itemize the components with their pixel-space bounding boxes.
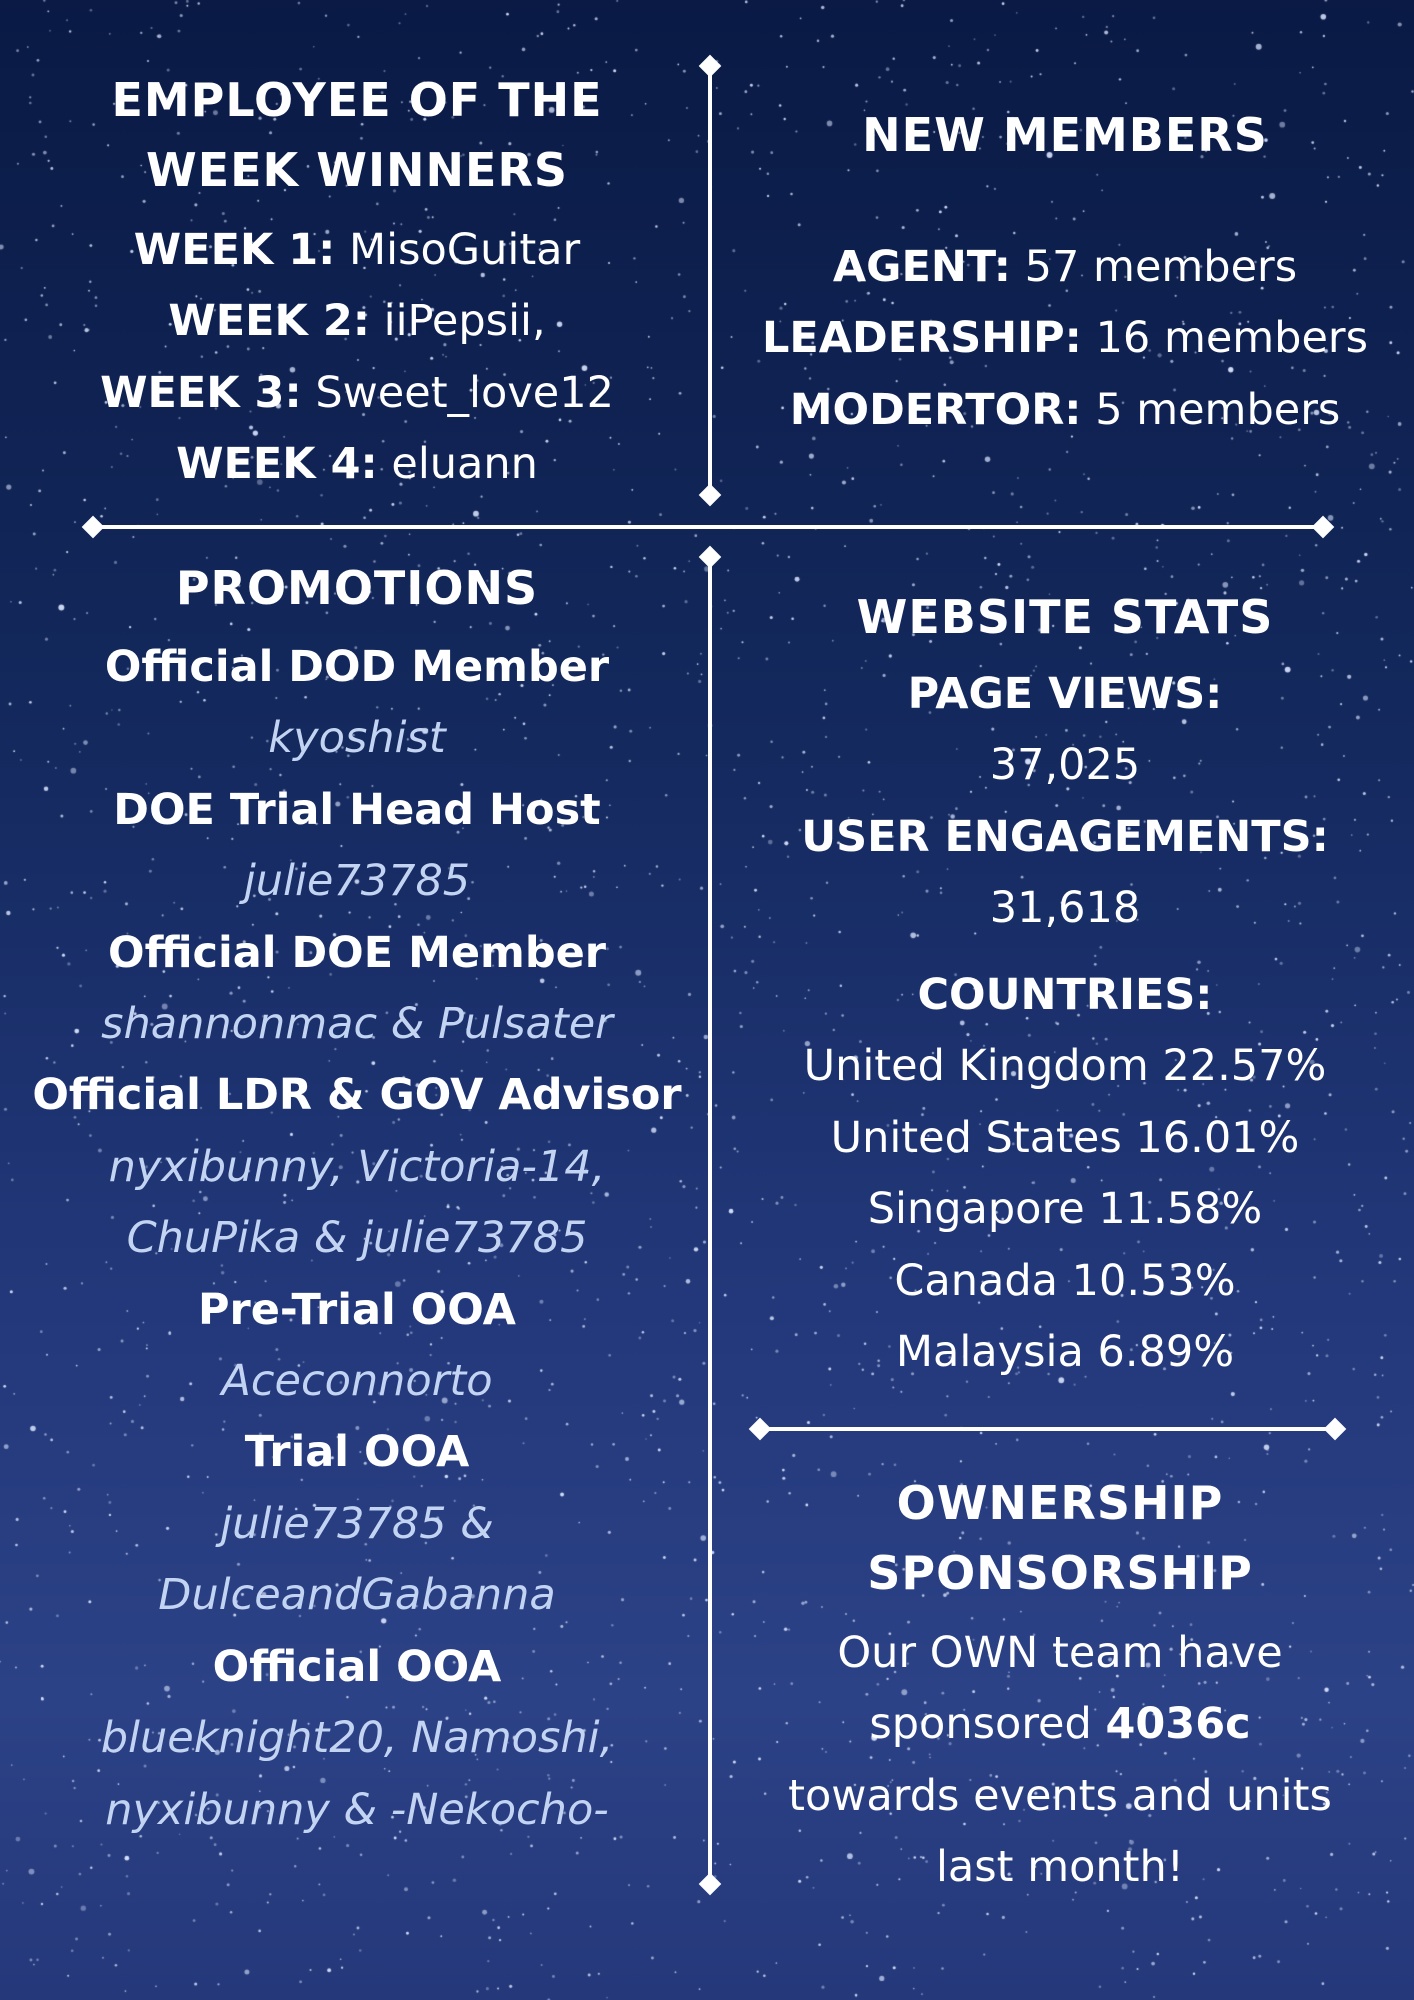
section-title: SPONSORSHIP bbox=[867, 1546, 1253, 1600]
horizontal-divider-right bbox=[760, 1427, 1335, 1431]
website-stats-metrics: PAGE VIEWS: 37,025 USER ENGAGEMENTS: 31,… bbox=[720, 659, 1410, 945]
new-members-list: AGENT: 57 members LEADERSHIP: 16 members… bbox=[720, 232, 1410, 446]
countries-list: COUNTRIES: United Kingdom 22.57% United … bbox=[720, 960, 1410, 1388]
member-row: LEADERSHIP: 16 members bbox=[720, 303, 1410, 374]
country-row: United Kingdom 22.57% bbox=[803, 1041, 1327, 1092]
promotion-names: julie73785 bbox=[243, 856, 471, 907]
new-members-section: NEW MEMBERS bbox=[720, 100, 1410, 170]
week-row: WEEK 1: MisoGuitar bbox=[0, 215, 714, 286]
employee-of-week-section: EMPLOYEE OF THE WEEK WINNERS bbox=[0, 65, 714, 205]
vertical-divider-bottom bbox=[708, 557, 712, 1884]
section-title: WEBSITE STATS bbox=[856, 590, 1274, 644]
promotion-role: Pre-Trial OOA bbox=[198, 1284, 516, 1335]
section-title: PROMOTIONS bbox=[175, 561, 539, 615]
member-count: 57 members bbox=[1024, 242, 1298, 292]
weekly-winners-list: WEEK 1: MisoGuitar WEEK 2: iiPepsii, WEE… bbox=[0, 215, 714, 501]
ownership-line: towards events and units bbox=[788, 1770, 1332, 1821]
promotions-list: Official DOD Member kyoshist DOE Trial H… bbox=[0, 632, 714, 1846]
winner-name: iiPepsii, bbox=[383, 296, 546, 347]
member-row: MODERTOR: 5 members bbox=[720, 375, 1410, 446]
section-title: EMPLOYEE OF THE bbox=[111, 73, 603, 127]
promotion-names: julie73785 & bbox=[220, 1498, 494, 1549]
sponsorship-amount: 4036c bbox=[1105, 1699, 1251, 1750]
promotion-role: Trial OOA bbox=[244, 1427, 470, 1478]
engagements-value: 31,618 bbox=[989, 883, 1141, 934]
country-row: Canada 10.53% bbox=[894, 1255, 1236, 1306]
promotion-names: DulceandGabanna bbox=[158, 1570, 556, 1621]
section-title: WEEK WINNERS bbox=[145, 143, 569, 197]
member-label: LEADERSHIP: bbox=[761, 313, 1082, 364]
promotion-role: Official LDR & GOV Advisor bbox=[32, 1070, 682, 1121]
promotion-names: blueknight20, Namoshi, bbox=[100, 1713, 614, 1764]
member-count: 16 members bbox=[1095, 313, 1369, 364]
ownership-line: sponsored 4036c bbox=[720, 1689, 1400, 1760]
winner-name: MisoGuitar bbox=[349, 225, 581, 275]
promotion-names: shannonmac & Pulsater bbox=[101, 999, 613, 1050]
promotion-names: Aceconnorto bbox=[221, 1356, 493, 1407]
week-label: WEEK 3: bbox=[100, 367, 302, 418]
section-title: NEW MEMBERS bbox=[862, 108, 1268, 162]
week-row: WEEK 3: Sweet_love12 bbox=[0, 358, 714, 429]
winner-name: eluann bbox=[391, 439, 538, 490]
member-count: 5 members bbox=[1095, 384, 1341, 435]
member-label: MODERTOR: bbox=[789, 384, 1082, 435]
countries-label: COUNTRIES: bbox=[917, 970, 1213, 1020]
promotion-role: DOE Trial Head Host bbox=[113, 784, 601, 835]
promotion-role: Official DOE Member bbox=[108, 927, 606, 978]
page-views-label: PAGE VIEWS: bbox=[907, 669, 1223, 719]
winner-name: Sweet_love12 bbox=[315, 367, 614, 418]
ownership-text: Our OWN team have sponsored 4036c toward… bbox=[720, 1618, 1400, 1904]
promotion-names: nyxibunny, Victoria-14, bbox=[108, 1141, 606, 1192]
promotion-names: nyxibunny & -Nekocho- bbox=[105, 1784, 609, 1835]
ownership-text-prefix: sponsored bbox=[869, 1699, 1106, 1750]
member-row: AGENT: 57 members bbox=[720, 232, 1410, 303]
promotions-section: PROMOTIONS bbox=[0, 553, 714, 623]
horizontal-divider-main bbox=[93, 525, 1323, 529]
week-label: WEEK 1: bbox=[133, 225, 336, 275]
promotion-names: ChuPika & julie73785 bbox=[126, 1213, 588, 1264]
ownership-line: last month! bbox=[935, 1842, 1185, 1893]
engagements-label: USER ENGAGEMENTS: bbox=[801, 811, 1329, 862]
promotion-role: Official DOD Member bbox=[104, 642, 610, 692]
promotion-names: kyoshist bbox=[268, 713, 446, 764]
week-label: WEEK 4: bbox=[176, 439, 378, 490]
ownership-section: OWNERSHIP SPONSORSHIP bbox=[720, 1468, 1400, 1608]
week-row: WEEK 4: eluann bbox=[0, 429, 714, 500]
ownership-line: Our OWN team have bbox=[837, 1628, 1283, 1678]
week-label: WEEK 2: bbox=[168, 296, 370, 347]
country-row: Singapore 11.58% bbox=[867, 1184, 1263, 1235]
website-stats-section: WEBSITE STATS bbox=[720, 582, 1410, 652]
member-label: AGENT: bbox=[832, 242, 1011, 292]
vertical-divider-top bbox=[708, 66, 712, 495]
country-row: Malaysia 6.89% bbox=[895, 1327, 1235, 1378]
promotion-role: Official OOA bbox=[212, 1641, 502, 1692]
page-views-value: 37,025 bbox=[989, 740, 1141, 791]
section-title: OWNERSHIP bbox=[896, 1476, 1224, 1530]
country-row: United States 16.01% bbox=[830, 1112, 1300, 1163]
week-row: WEEK 2: iiPepsii, bbox=[0, 286, 714, 357]
